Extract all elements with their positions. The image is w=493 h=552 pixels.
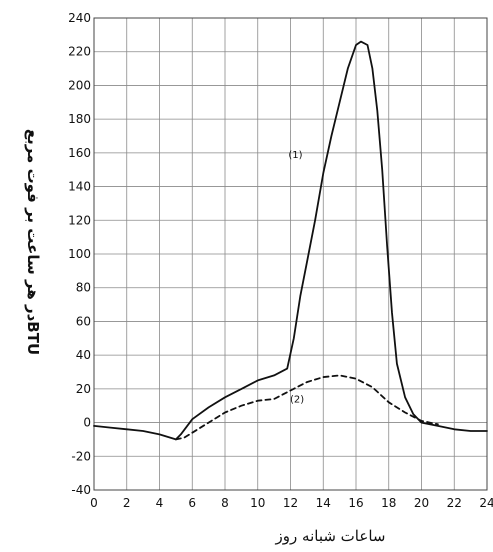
x-tick-label: 12 [283, 496, 298, 510]
x-tick-label: 24 [479, 496, 493, 510]
x-tick-label: 14 [316, 496, 331, 510]
y-tick-label: 100 [68, 247, 91, 261]
series-line-1 [93, 40, 488, 441]
x-tick-label: 4 [156, 496, 164, 510]
x-tick-label: 8 [221, 496, 229, 510]
series-line-2 [175, 374, 439, 441]
x-tick-label: 16 [348, 496, 363, 510]
plot-frame [93, 17, 488, 491]
x-tick-label: 6 [188, 496, 196, 510]
y-tick-label: 180 [68, 112, 91, 126]
x-axis-label: ساعات شبانه روز [275, 527, 386, 545]
y-tick-label: 220 [68, 45, 91, 59]
y-tick-label: -20 [71, 449, 91, 463]
tick-labels: 0 2 4 6 8 10 12 14 16 18 20 22 24-40-200204060801001… [68, 11, 493, 510]
x-tick-label: 2 [123, 496, 131, 510]
x-tick-label: 20 [414, 496, 429, 510]
axes [93, 17, 488, 491]
y-axis-label: BTUدر هر ساعت بر فوت مربع [24, 129, 42, 355]
y-tick-label: 200 [68, 78, 91, 92]
y-tick-label: 0 [83, 416, 91, 430]
y-tick-label: 120 [68, 213, 91, 227]
series [93, 40, 488, 441]
x-tick-label: 10 [250, 496, 265, 510]
x-tick-label: 18 [381, 496, 396, 510]
y-tick-label: 60 [76, 314, 91, 328]
y-tick-label: 40 [76, 348, 91, 362]
x-tick-label: 0 [90, 496, 98, 510]
y-tick-label: 240 [68, 11, 91, 25]
y-tick-label: 140 [68, 180, 91, 194]
y-tick-label: 80 [76, 281, 91, 295]
annotations: (1) (2) [288, 150, 304, 405]
series-annotation-2: (2) [290, 394, 304, 405]
y-tick-label: -40 [71, 483, 91, 497]
x-tick-label: 22 [447, 496, 462, 510]
y-tick-label: 20 [76, 382, 91, 396]
y-tick-label: 160 [68, 146, 91, 160]
series-annotation-1: (1) [288, 150, 302, 161]
grid [93, 17, 488, 491]
